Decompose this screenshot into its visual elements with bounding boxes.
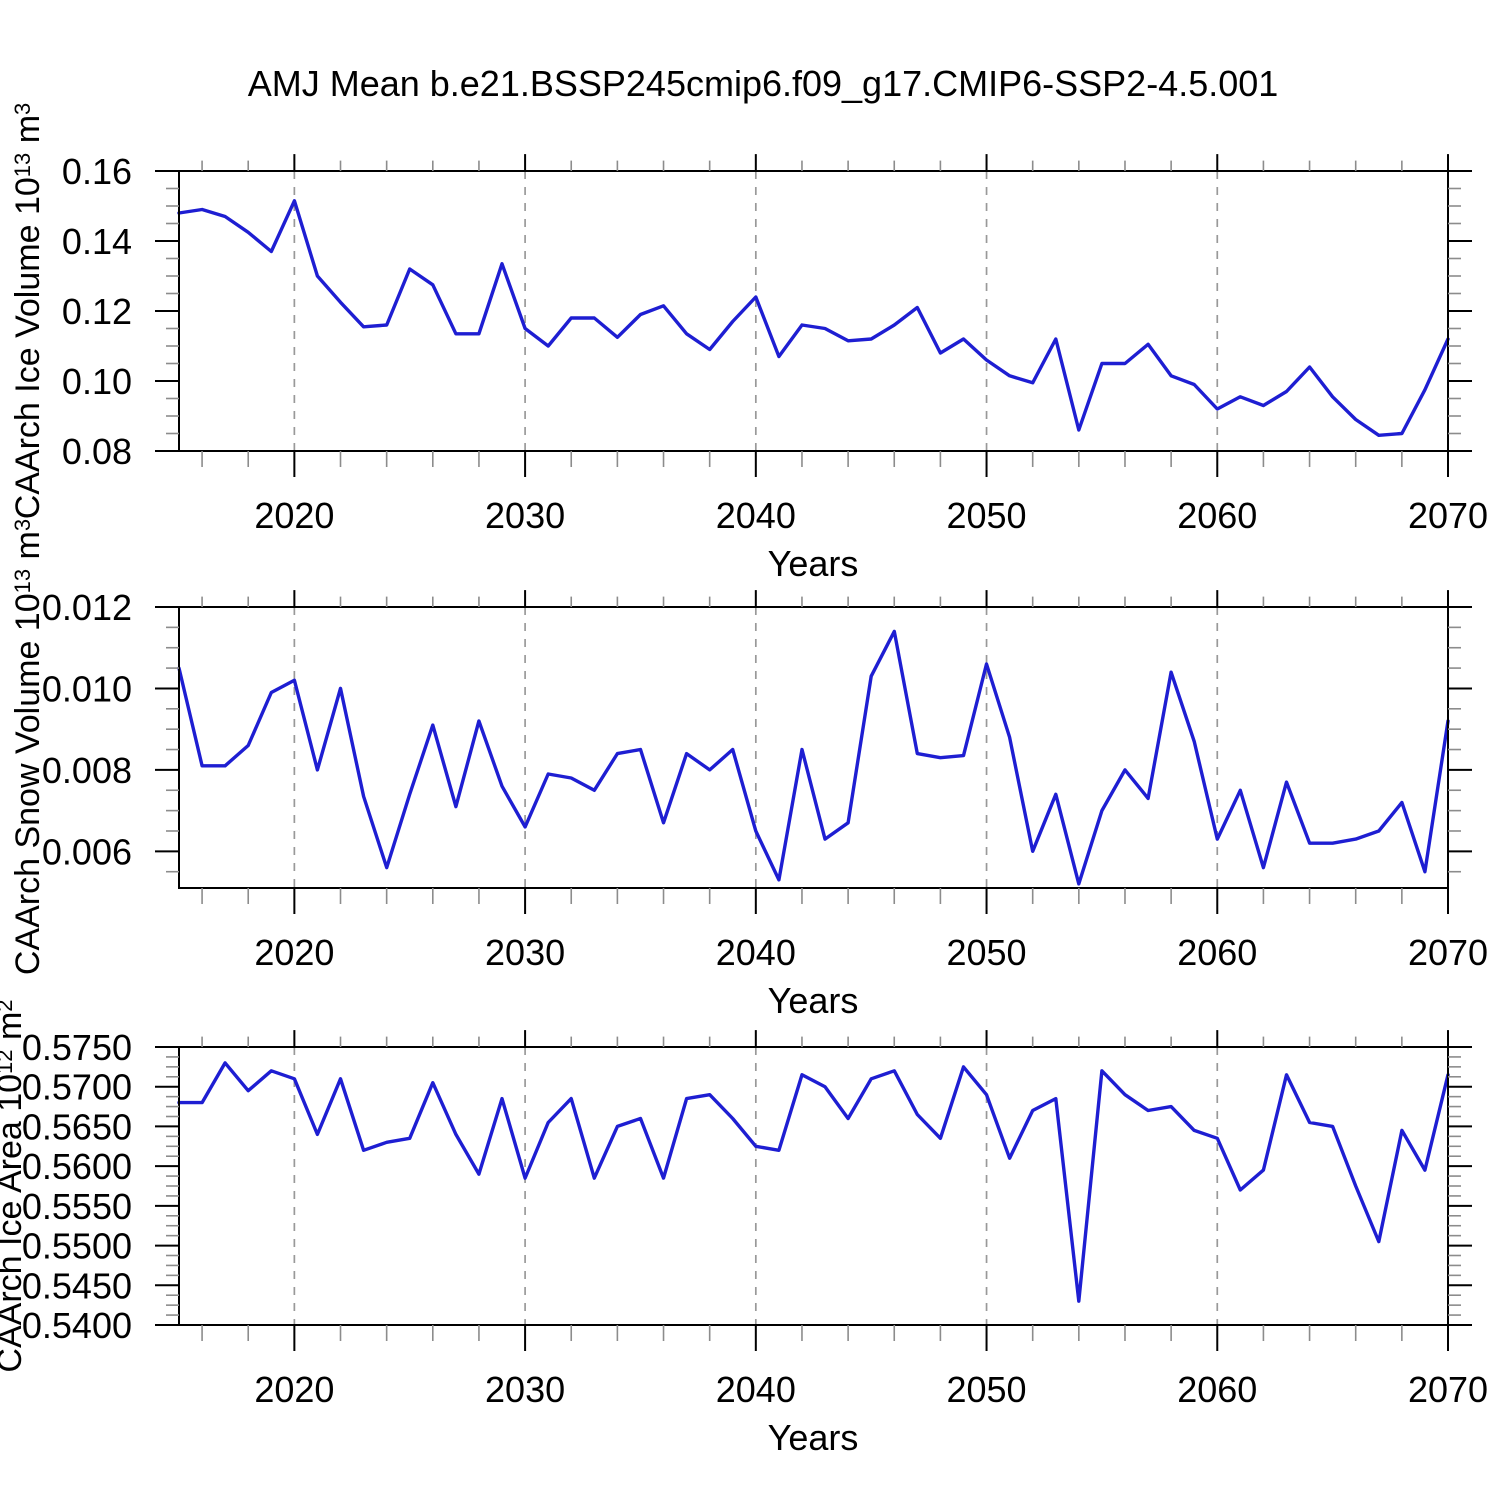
y-tick-label: 0.14 bbox=[62, 221, 132, 262]
y-tick-label: 0.12 bbox=[62, 291, 132, 332]
y-tick-label: 0.006 bbox=[42, 831, 132, 872]
ice-volume-series-line bbox=[177, 199, 1450, 437]
y-tick-label: 0.010 bbox=[42, 668, 132, 709]
y-tick-label: 0.5700 bbox=[22, 1067, 132, 1108]
x-tick-label: 2020 bbox=[254, 1369, 334, 1410]
y-tick-label: 0.08 bbox=[62, 431, 132, 472]
y-tick-label: 0.5450 bbox=[22, 1265, 132, 1306]
x-tick-label: 2050 bbox=[946, 495, 1026, 536]
ice-area-series-line bbox=[177, 1061, 1450, 1303]
x-tick-label: 2040 bbox=[716, 1369, 796, 1410]
y-axis-title-unit: m bbox=[9, 114, 47, 153]
exponent: 13 bbox=[10, 152, 35, 178]
y-tick-label: 0.5500 bbox=[22, 1226, 132, 1267]
y-tick-label: 0.5400 bbox=[22, 1305, 132, 1346]
snow-volume-plot-frame bbox=[178, 606, 1449, 889]
x-tick-label: 2050 bbox=[946, 932, 1026, 973]
x-tick-label: 2070 bbox=[1408, 495, 1488, 536]
x-tick-label: 2030 bbox=[485, 932, 565, 973]
y-tick-label: 0.16 bbox=[62, 151, 132, 192]
panel-ice-area: 0.57500.57000.56500.56000.55500.55000.54… bbox=[22, 1027, 1488, 1410]
exponent: 3 bbox=[10, 518, 35, 532]
x-tick-label: 2020 bbox=[254, 495, 334, 536]
y-tick-label: 0.5650 bbox=[22, 1106, 132, 1147]
panel-ice-volume: 0.16 0.14 0.12 0.10 0.08 2020 2030 2040 2050 2060… bbox=[62, 151, 1488, 536]
x-tick-label: 2020 bbox=[254, 932, 334, 973]
x-tick-label: 2070 bbox=[1408, 1369, 1488, 1410]
y-axis-title-unit: m bbox=[9, 531, 47, 569]
snow-volume-series-line bbox=[177, 629, 1450, 886]
y-tick-label: 0.5750 bbox=[22, 1027, 132, 1068]
y-tick-label: 0.5550 bbox=[22, 1186, 132, 1227]
chart-title: AMJ Mean b.e21.BSSP245cmip6.f09_g17.CMIP… bbox=[247, 63, 1279, 104]
x-tick-label: 2050 bbox=[946, 1369, 1026, 1410]
x-tick-label: 2070 bbox=[1408, 932, 1488, 973]
panel-snow-volume: 0.012 0.010 0.008 0.006 2020 2030 2040 2050 2060… bbox=[42, 587, 1488, 973]
x-tick-label: 2040 bbox=[716, 495, 796, 536]
y-tick-label: 0.5600 bbox=[22, 1146, 132, 1187]
ice-area-plot-frame bbox=[178, 1046, 1449, 1326]
x-tick-label: 2060 bbox=[1177, 1369, 1257, 1410]
y-axis-title-text: CAArch Ice Area 10 bbox=[0, 1073, 29, 1373]
y-tick-label: 0.008 bbox=[42, 750, 132, 791]
x-axis-title-panel1: Years bbox=[767, 543, 859, 584]
x-tick-label: 2030 bbox=[485, 1369, 565, 1410]
y-tick-label: 0.012 bbox=[42, 587, 132, 628]
y-tick-label: 0.10 bbox=[62, 361, 132, 402]
x-tick-label: 2060 bbox=[1177, 495, 1257, 536]
x-axis-title-panel2: Years bbox=[767, 980, 859, 1021]
y-axis-title-ice-area: CAArch Ice Area 1012 m2 bbox=[0, 836, 29, 1500]
ice-volume-plot-frame bbox=[178, 170, 1449, 452]
x-tick-label: 2060 bbox=[1177, 932, 1257, 973]
x-tick-label: 2030 bbox=[485, 495, 565, 536]
x-axis-title-panel3: Years bbox=[767, 1417, 859, 1458]
exponent: 2 bbox=[0, 999, 17, 1011]
exponent: 13 bbox=[10, 568, 35, 594]
exponent: 12 bbox=[0, 1049, 17, 1074]
exponent: 3 bbox=[10, 102, 35, 115]
x-tick-label: 2040 bbox=[716, 932, 796, 973]
y-axis-title-unit: m bbox=[0, 1012, 29, 1050]
